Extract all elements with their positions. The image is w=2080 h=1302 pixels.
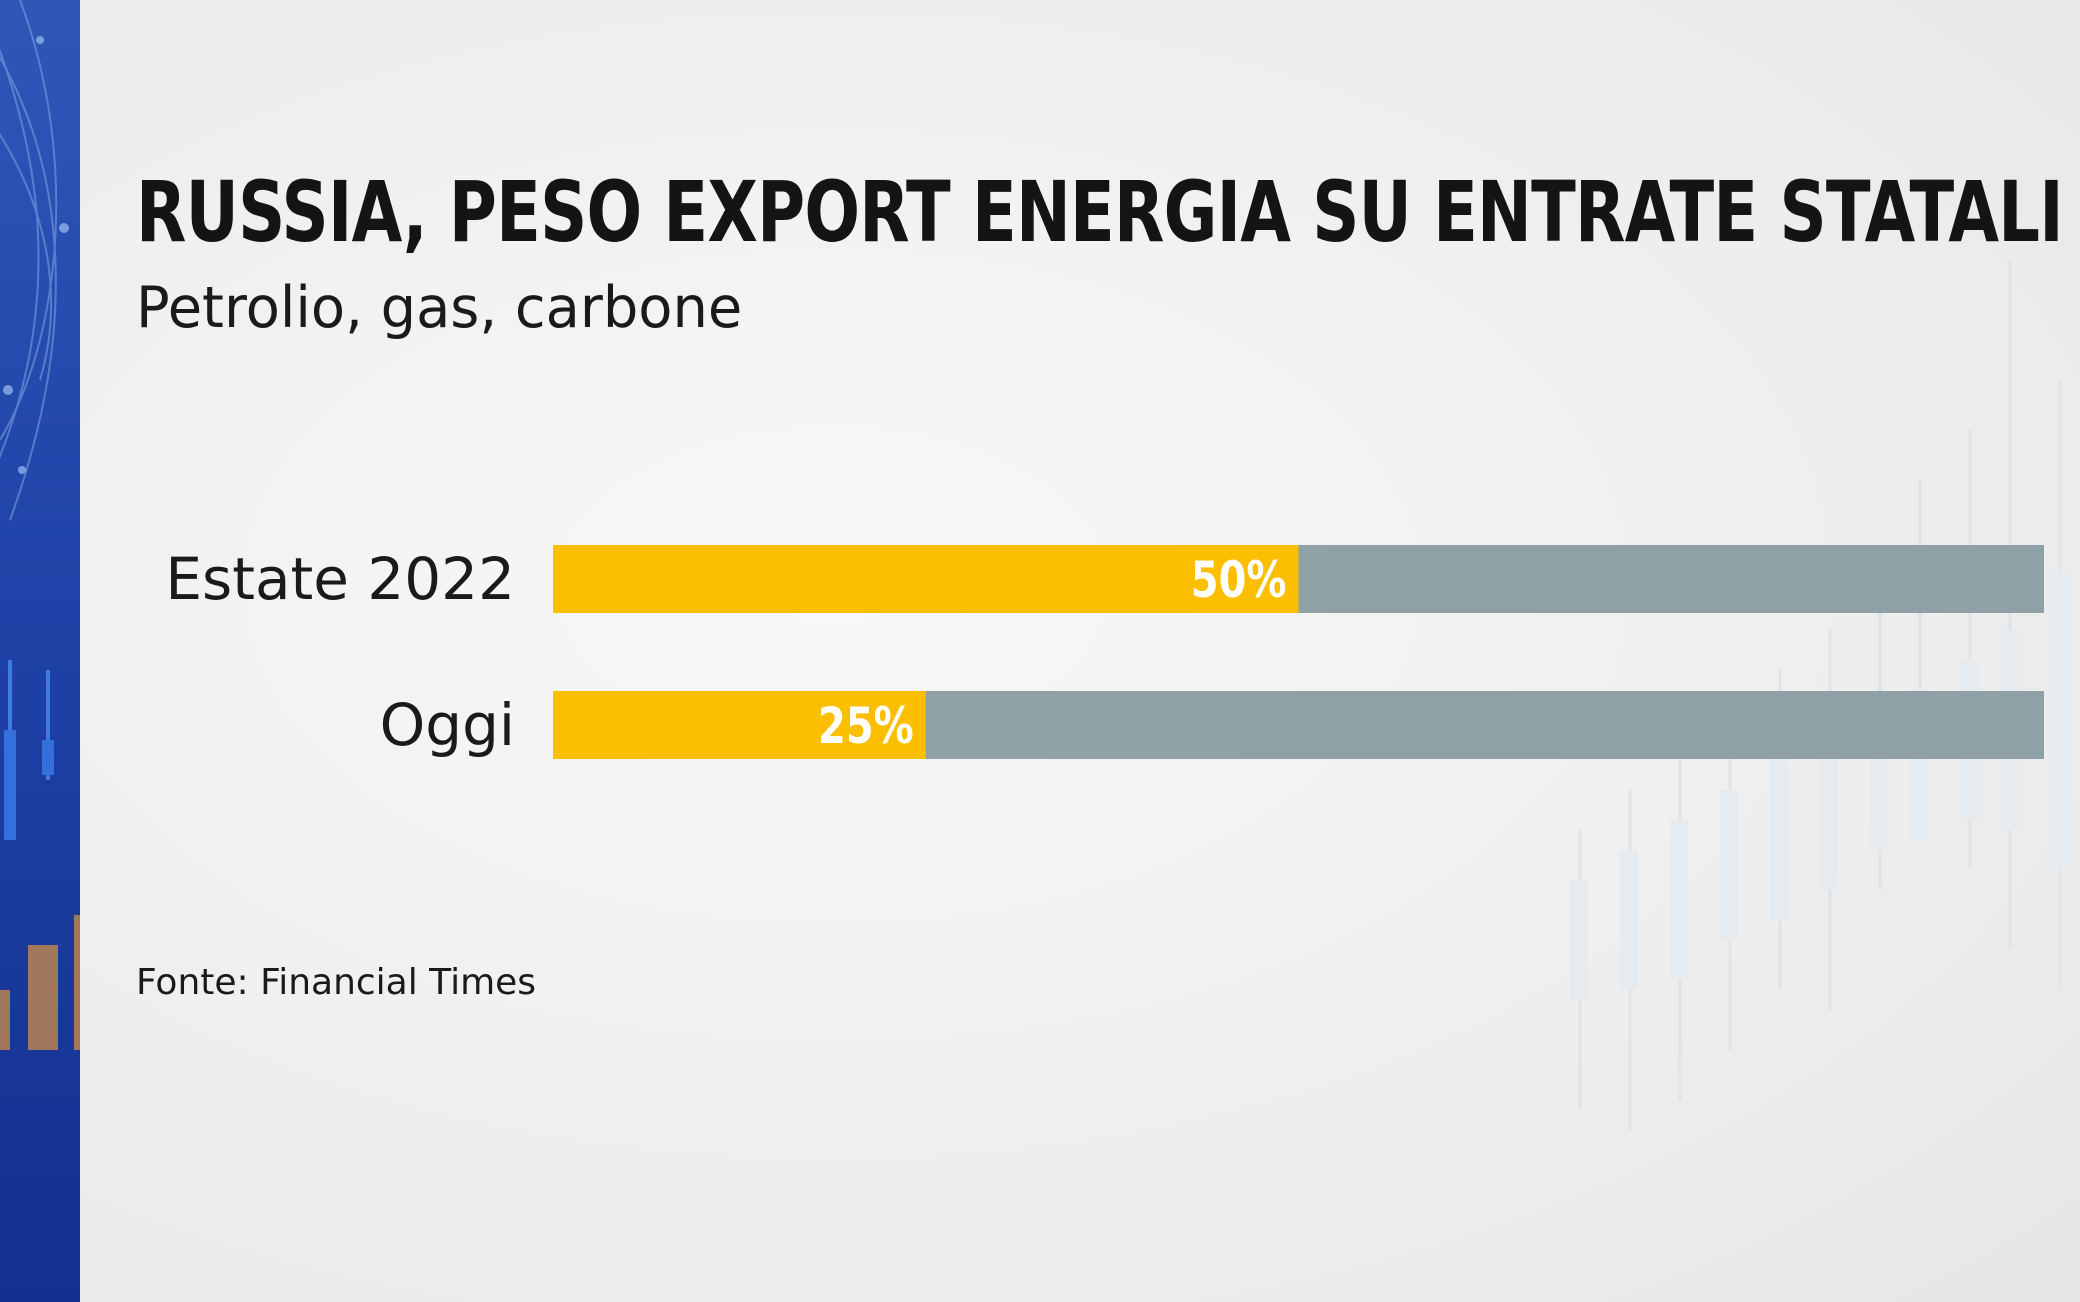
chart-title: RUSSIA, PESO EXPORT ENERGIA SU ENTRATE S… (136, 163, 2064, 261)
bar (553, 691, 926, 759)
chart-subtitle: Petrolio, gas, carbone (136, 275, 743, 341)
category-label: Estate 2022 (165, 545, 515, 613)
data-label: 50% (1191, 551, 1287, 610)
decorative-side-panel (0, 0, 80, 1302)
source-note: Fonte: Financial Times (136, 962, 537, 1003)
category-label: Oggi (380, 691, 515, 759)
bar (553, 545, 1299, 613)
data-label: 25% (818, 697, 914, 756)
